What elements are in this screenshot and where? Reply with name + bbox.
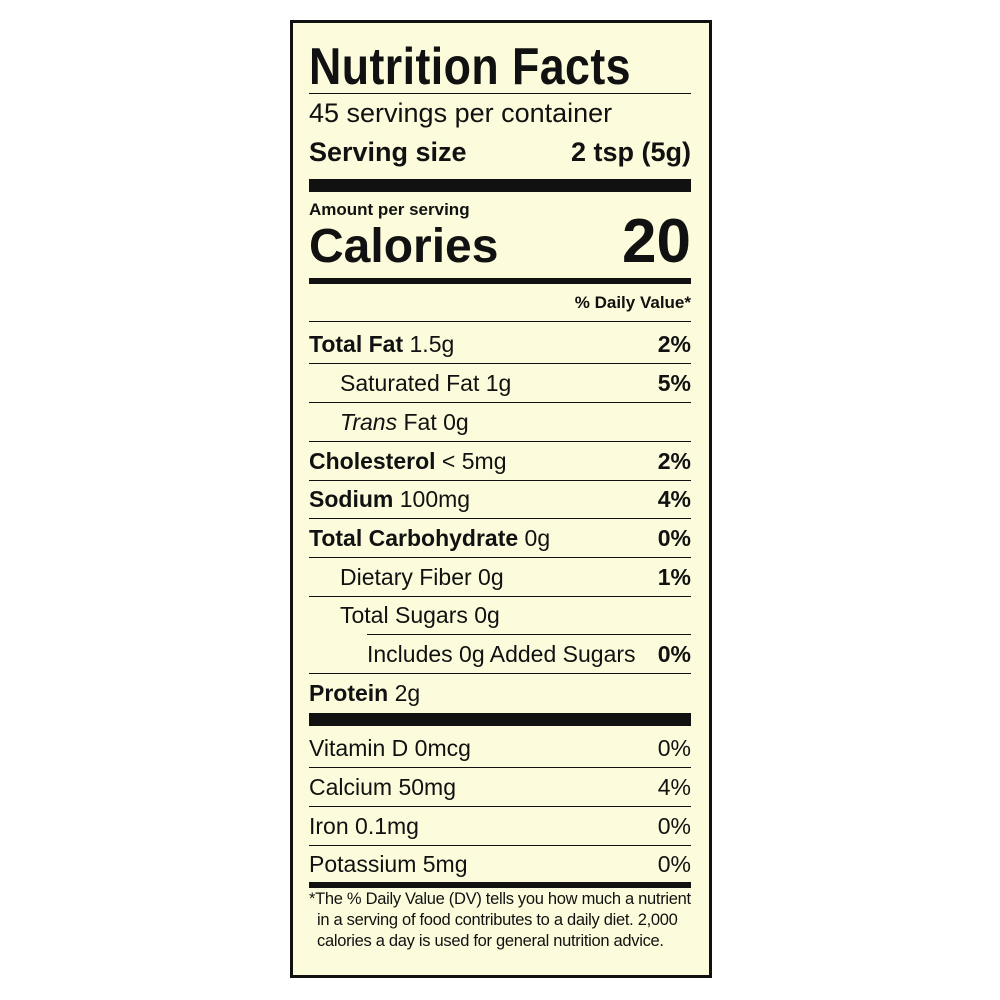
divider	[309, 518, 691, 519]
medium-divider	[309, 882, 691, 888]
nutrient-name: Saturated Fat	[340, 369, 480, 396]
nutrient-row: Saturated Fat 1g 5%	[309, 364, 691, 402]
vitamin-row: Vitamin D 0mcg 0%	[309, 729, 691, 767]
nutrient-amount: 0g	[443, 408, 469, 435]
vitamin-name: Calcium	[309, 773, 393, 800]
serving-size-label: Serving size	[309, 137, 467, 167]
daily-value-header: % Daily Value*	[574, 293, 691, 312]
nutrient-amount: 0g	[524, 524, 551, 551]
title-text: Nutrition Facts	[309, 38, 631, 96]
nutrient-amount: 100mg	[399, 485, 471, 512]
serving-size-value: 2 tsp (5g)	[570, 137, 691, 167]
label-title: Nutrition Facts	[309, 37, 691, 97]
nutrient-name: Protein	[309, 679, 389, 706]
divider	[309, 596, 691, 597]
amount-per-serving: Amount per serving	[309, 200, 470, 219]
vitamin-dv: 0%	[657, 850, 691, 877]
thick-divider	[309, 179, 691, 192]
nutrient-row: Trans Fat 0g	[309, 403, 691, 441]
thick-divider	[309, 713, 691, 726]
nutrient-dv: 2%	[657, 447, 691, 474]
vitamin-name: Vitamin D	[309, 734, 409, 761]
nutrient-dv: 4%	[657, 485, 691, 512]
vitamin-amount: 0mcg	[414, 734, 471, 761]
nutrient-dv: 5%	[657, 369, 691, 396]
vitamin-row: Calcium 50mg 4%	[309, 768, 691, 806]
divider	[309, 321, 691, 322]
divider	[309, 845, 691, 846]
nutrient-row: Cholesterol < 5mg 2%	[309, 442, 691, 480]
divider	[309, 480, 691, 481]
divider	[309, 673, 691, 674]
nutrient-row: Includes 0g Added Sugars 0%	[309, 635, 691, 673]
nutrient-name: Total Carbohydrate	[309, 524, 519, 551]
vitamin-amount: 50mg	[398, 773, 457, 800]
nutrient-name: Trans	[340, 408, 398, 435]
vitamin-name: Iron	[309, 812, 349, 839]
divider	[309, 402, 691, 403]
nutrient-name: Sodium	[309, 485, 394, 512]
vitamin-amount: 0.1mg	[355, 812, 419, 839]
nutrient-row: Dietary Fiber 0g 1%	[309, 558, 691, 596]
nutrient-row: Total Fat 1.5g 2%	[309, 325, 691, 363]
divider	[309, 93, 691, 94]
calories-value: 20	[622, 207, 691, 276]
nutrient-row: Protein 2g	[309, 674, 691, 712]
footnote: *The % Daily Value (DV) tells you how mu…	[309, 890, 691, 950]
divider	[309, 557, 691, 558]
vitamin-dv: 0%	[657, 734, 691, 761]
nutrient-name: Dietary Fiber	[340, 563, 472, 590]
divider	[309, 363, 691, 364]
nutrition-facts-label: Nutrition Facts 45 servings per containe…	[290, 20, 712, 978]
nutrient-amount: 0g	[478, 563, 504, 590]
nutrient-amount: 0g	[474, 601, 500, 628]
vitamin-amount: 5mg	[422, 850, 468, 877]
nutrient-amount: 2g	[394, 679, 421, 706]
nutrient-name: Includes 0g Added Sugars	[367, 640, 636, 667]
divider	[367, 634, 691, 635]
vitamin-dv: 0%	[657, 812, 691, 839]
calories-row: Calories 20	[309, 207, 691, 276]
nutrient-dv: 0%	[657, 524, 691, 551]
nutrient-name-suffix: Fat	[403, 408, 437, 435]
vitamin-row: Iron 0.1mg 0%	[309, 807, 691, 845]
servings-per-container: 45 servings per container	[309, 98, 613, 128]
divider	[309, 767, 691, 768]
nutrient-name: Total Fat	[309, 330, 404, 357]
nutrient-dv: 1%	[657, 563, 691, 590]
nutrient-name: Total Sugars	[340, 601, 468, 628]
vitamin-name: Potassium	[309, 850, 417, 877]
divider	[309, 806, 691, 807]
calories-label: Calories	[309, 220, 499, 273]
nutrient-amount: 1.5g	[409, 330, 455, 357]
vitamin-dv: 4%	[657, 773, 691, 800]
nutrient-dv: 2%	[657, 330, 691, 357]
medium-divider	[309, 278, 691, 284]
nutrient-row: Sodium 100mg 4%	[309, 480, 691, 518]
nutrient-amount: 1g	[485, 369, 512, 396]
nutrient-name: Cholesterol	[309, 447, 436, 474]
nutrient-row: Total Sugars 0g	[309, 596, 691, 634]
nutrient-dv: 0%	[657, 640, 691, 667]
nutrient-amount: < 5mg	[441, 447, 507, 474]
vitamin-row: Potassium 5mg 0%	[309, 845, 691, 883]
nutrient-row: Total Carbohydrate 0g 0%	[309, 519, 691, 557]
serving-size: Serving size 2 tsp (5g)	[309, 135, 691, 169]
divider	[309, 441, 691, 442]
